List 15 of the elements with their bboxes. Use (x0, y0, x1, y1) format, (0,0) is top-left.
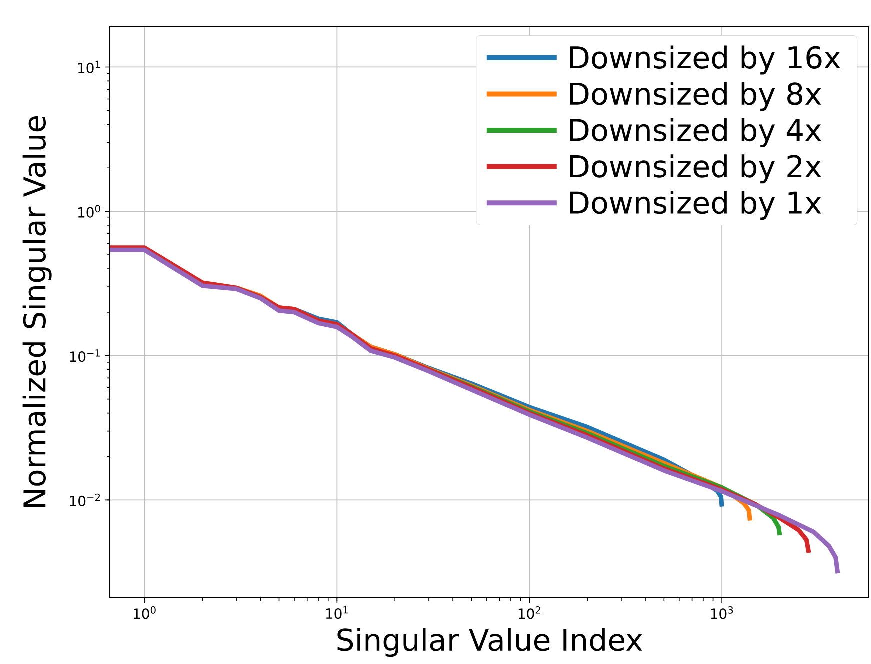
x-tick-label: 10$^{0}$ (134, 606, 156, 620)
y-axis-title: Normalized Singular Value (22, 116, 52, 508)
x-tick-label: 10$^{3}$ (711, 606, 734, 620)
y-tick-label: 10$^{−2}$ (70, 494, 100, 507)
x-tick-label: 10$^{1}$ (326, 606, 348, 620)
legend-label: Downsized by 4x (570, 118, 822, 148)
y-tick-label: 10$^{0}$ (78, 205, 100, 218)
legend-label: Downsized by 1x (570, 190, 822, 220)
legend-label: Downsized by 2x (570, 154, 822, 184)
legend-label: Downsized by 8x (570, 82, 822, 112)
legend-label: Downsized by 16x (570, 46, 840, 75)
x-tick-label: 10$^{2}$ (518, 606, 540, 620)
x-axis-title: Singular Value Index (338, 628, 642, 658)
y-tick-label: 10$^{1}$ (78, 60, 100, 74)
y-tick-label: 10$^{−1}$ (70, 350, 100, 362)
